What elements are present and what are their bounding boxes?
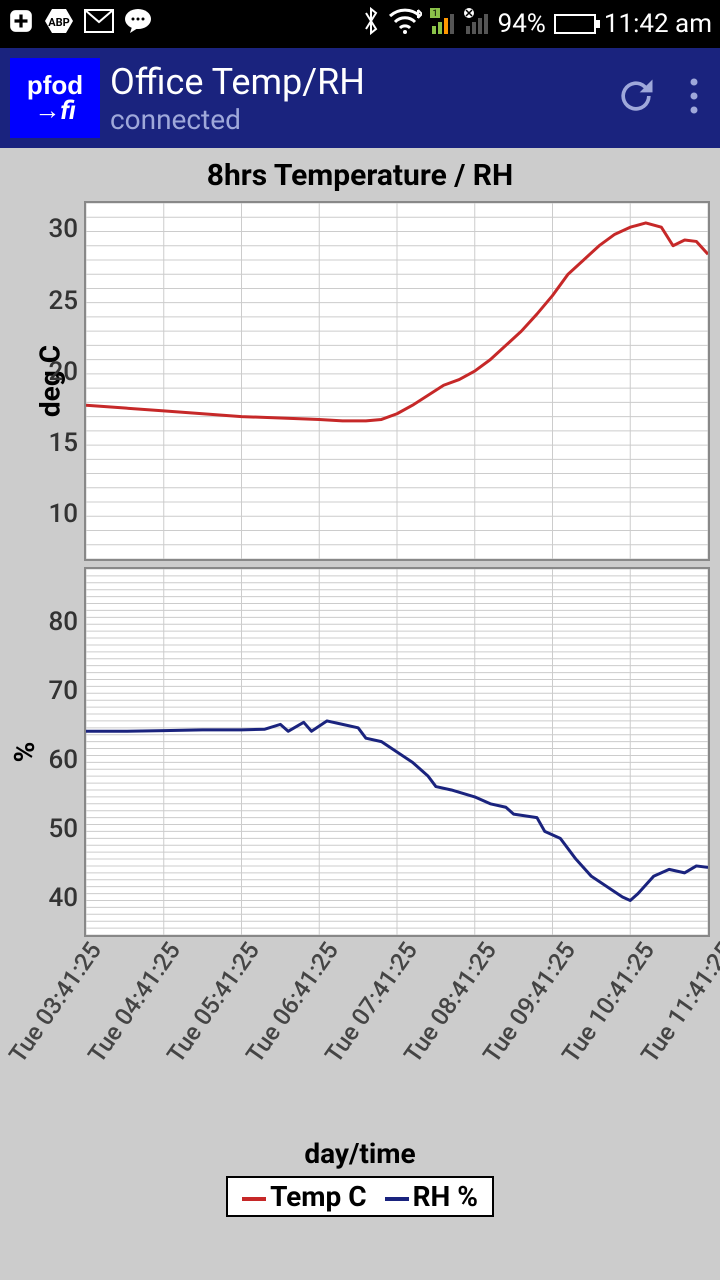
chart-title: 8hrs Temperature / RH [10,158,710,193]
wifi-icon [388,8,422,41]
message-icon [124,8,152,40]
y-ticks-2: 4050607080 [26,567,78,937]
x-ticks: Tue 03:41:25Tue 04:41:25Tue 05:41:25Tue … [84,937,710,1137]
battery-pct: 94% [498,9,546,39]
x-axis-label: day/time [10,1137,710,1170]
chart-area: 8hrs Temperature / RH deg C 1015202530 %… [0,148,720,1217]
gmail-icon [84,9,114,39]
overflow-menu-button[interactable] [688,76,700,120]
y-ticks-1: 1015202530 [26,201,78,561]
signal1-icon: 1 [430,8,456,41]
logo-line1: pfod [27,72,83,98]
svg-text:ABP: ABP [48,16,70,29]
android-status-bar: ABP 1 94% 11:42 am [0,0,720,48]
clock: 11:42 am [604,9,712,39]
app-title: Office Temp/RH [110,61,365,103]
signal2-icon [464,8,490,41]
refresh-button[interactable] [614,74,658,122]
app-bar: pfod →fi Office Temp/RH connected [0,48,720,148]
app-logo[interactable]: pfod →fi [10,58,100,138]
temperature-plot[interactable] [84,201,710,561]
battery-icon [554,14,596,34]
legend: Temp C RH % [226,1176,494,1217]
legend-item-temp: Temp C [242,1180,367,1213]
connection-status: connected [110,103,365,136]
plus-icon [8,8,34,40]
logo-line2: →fi [34,98,75,124]
bluetooth-icon [362,6,380,43]
abp-icon: ABP [44,8,74,40]
svg-text:1: 1 [432,9,437,19]
humidity-plot[interactable] [84,567,710,937]
legend-item-rh: RH % [385,1180,478,1213]
